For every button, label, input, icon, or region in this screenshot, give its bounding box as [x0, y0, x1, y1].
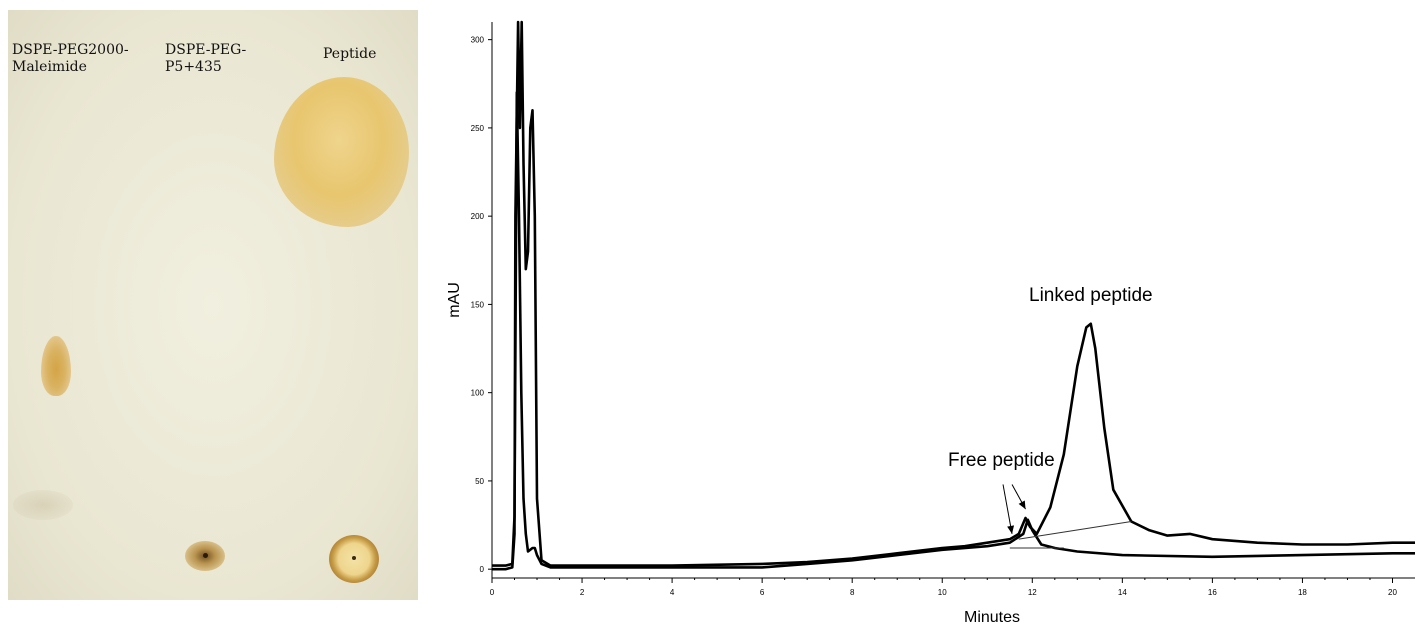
y-tick-group: 0 50 100 150 200 250 300: [471, 36, 492, 574]
y-axis-label: mAU: [446, 282, 463, 318]
chromatogram-trace-1: [492, 20, 1415, 571]
lane-label-peptide: Peptide: [323, 46, 377, 62]
x-tick-label: 6: [760, 588, 765, 597]
x-tick-label: 0: [490, 588, 495, 597]
x-tick-label: 18: [1298, 588, 1307, 597]
x-tick-label: 10: [938, 588, 947, 597]
x-tick-label: 4: [670, 588, 675, 597]
lane-label-maleimide: DSPE-PEG2000- Maleimide: [12, 42, 129, 75]
y-tick-label: 200: [471, 212, 485, 221]
faint-stain: [13, 490, 73, 520]
x-tick-label: 14: [1118, 588, 1127, 597]
y-tick-label: 250: [471, 124, 485, 133]
x-tick-label: 20: [1388, 588, 1397, 597]
integration-baseline-linked: [1018, 521, 1132, 540]
p5-origin-dot: [203, 553, 208, 558]
plot-area: 0 50 100 150 200 250 300 0 2 4 6 8 10 12 14 16 18 20 Fre…: [446, 20, 1415, 626]
y-tick-label: 150: [471, 300, 485, 309]
x-axis-label: Minutes: [964, 609, 1020, 626]
annotation-arrowhead-1: [1007, 525, 1015, 534]
maleimide-spot: [41, 336, 71, 396]
x-tick-label: 12: [1028, 588, 1037, 597]
y-tick-label: 100: [471, 389, 485, 398]
annotation-arrow-1: [1002, 484, 1013, 534]
y-tick-label: 0: [480, 565, 485, 574]
chromatogram-trace-2: [492, 91, 1415, 569]
tlc-plate-panel: DSPE-PEG2000- Maleimide DSPE-PEG- P5+435…: [8, 10, 418, 600]
x-tick-group: 0 2 4 6 8 10 12 14 16 18 20: [490, 578, 1397, 597]
lane-label-p5: DSPE-PEG- P5+435: [165, 42, 247, 75]
series-group: [492, 20, 1415, 571]
annotation-arrowhead-2: [1018, 500, 1026, 510]
x-tick-label: 16: [1208, 588, 1217, 597]
x-tick-label: 8: [850, 588, 855, 597]
y-tick-label: 50: [475, 477, 484, 486]
annotation-free-peptide: Free peptide: [948, 450, 1055, 471]
hplc-chromatogram: 0 50 100 150 200 250 300 0 2 4 6 8 10 12 14 16 18 20 Fre…: [446, 20, 1415, 626]
x-tick-label: 2: [580, 588, 585, 597]
y-tick-label: 300: [471, 36, 485, 45]
peptide-origin-dot: [352, 556, 356, 560]
peptide-migrated-spot: [274, 77, 409, 227]
annotation-linked-peptide: Linked peptide: [1029, 285, 1153, 306]
